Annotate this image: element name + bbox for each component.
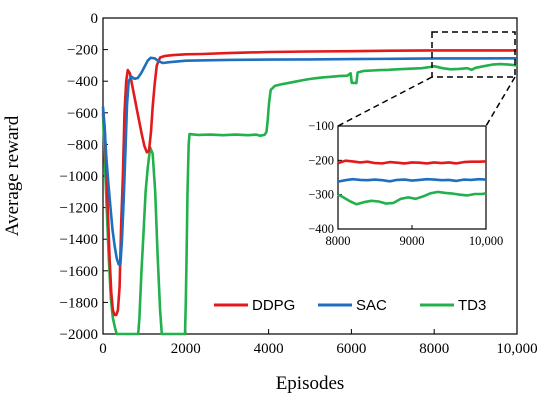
inset-series-line-ddpg	[337, 159, 487, 165]
y-tick-label: −2000	[60, 327, 98, 343]
x-tick-label: 2000	[171, 341, 201, 357]
x-tick-label: 10,000	[496, 341, 537, 357]
zoom-leader-left	[337, 76, 433, 127]
y-tick-label: −400	[67, 74, 98, 90]
inset-y-tick-label: −200	[308, 153, 334, 167]
y-tick-label: −200	[67, 43, 98, 59]
zoom-box	[431, 31, 516, 78]
inset-x-tick-label: 8000	[326, 234, 351, 248]
inset-x-tick-label: 9000	[400, 234, 425, 248]
legend: DDPG SAC TD3	[214, 297, 486, 314]
inset-x-tick-label: 10,000	[469, 234, 503, 248]
y-tick-label: −1600	[60, 264, 98, 280]
y-tick-label: −1400	[60, 232, 98, 248]
y-tick-label: −1200	[60, 201, 98, 217]
inset-plot-area	[337, 125, 487, 230]
inset-series-line-td3	[337, 190, 487, 206]
x-tick-label: 4000	[254, 341, 284, 357]
legend-label-td3: TD3	[458, 297, 486, 314]
series-line-td3	[101, 62, 518, 336]
x-tick-label: 6000	[336, 341, 366, 357]
y-axis-label: Average reward	[2, 115, 23, 236]
inset-series-line-sac	[337, 177, 487, 183]
y-tick-label: −1000	[60, 169, 98, 185]
y-tick-label: −600	[67, 106, 98, 122]
x-tick-label: 8000	[419, 341, 449, 357]
y-tick-label: −800	[67, 137, 98, 153]
inset-y-tick-label: −300	[308, 188, 334, 202]
x-axis-label: Episodes	[276, 373, 345, 394]
series-line-sac	[101, 56, 518, 266]
series-line-ddpg	[101, 49, 517, 317]
legend-label-sac: SAC	[356, 297, 387, 314]
inset-y-tick-label: −100	[308, 119, 334, 133]
x-tick-label: 0	[99, 341, 107, 357]
legend-label-ddpg: DDPG	[252, 297, 295, 314]
inset-y-tick-label: −400	[308, 222, 334, 236]
y-tick-label: 0	[91, 11, 99, 27]
y-tick-label: −1800	[60, 295, 98, 311]
